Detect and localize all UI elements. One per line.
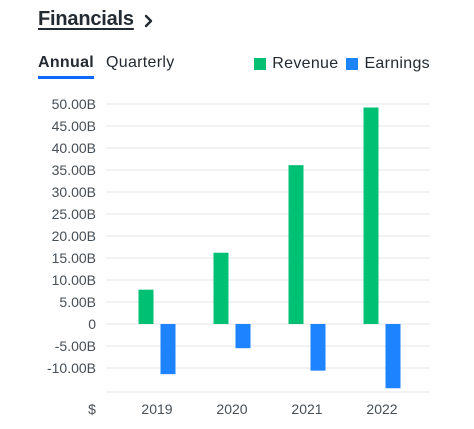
financials-header-link[interactable]: Financials	[38, 8, 156, 31]
chevron-right-icon	[144, 14, 153, 27]
legend-label-revenue: Revenue	[272, 55, 339, 72]
y-tick-label: 10.00B	[52, 272, 96, 288]
legend-item-revenue[interactable]: Revenue	[254, 55, 338, 73]
earnings-bar	[385, 324, 401, 389]
x-tick-label: 2021	[291, 401, 322, 417]
y-tick-label: -5.00B	[55, 338, 96, 354]
revenue-bar	[363, 107, 379, 325]
y-tick-label: 20.00B	[52, 228, 96, 244]
tab-quarterly[interactable]: Quarterly	[106, 54, 175, 71]
y-tick-label: 40.00B	[52, 140, 96, 156]
revenue-bar	[213, 252, 229, 324]
earnings-swatch	[346, 58, 359, 70]
x-tick-label: 2020	[216, 401, 247, 417]
earnings-bar	[235, 324, 251, 349]
legend-label-earnings: Earnings	[364, 55, 430, 72]
legend-item-earnings[interactable]: Earnings	[346, 55, 430, 73]
y-tick-label: 5.00B	[59, 294, 96, 310]
y-tick-label: 15.00B	[52, 250, 96, 266]
financials-title[interactable]: Financials	[38, 8, 134, 30]
y-tick-label: 0	[88, 316, 96, 332]
y-tick-label: 25.00B	[52, 206, 96, 222]
y-unit-label: $	[88, 401, 96, 417]
revenue-bar	[138, 289, 154, 324]
x-tick-label: 2019	[141, 401, 172, 417]
y-tick-label: 35.00B	[52, 162, 96, 178]
earnings-bar	[160, 324, 176, 375]
revenue-bar	[288, 165, 304, 324]
revenue-swatch	[254, 58, 267, 70]
y-tick-label: 45.00B	[52, 118, 96, 134]
period-tabs: Annual Quarterly	[38, 54, 187, 79]
y-tick-label: 50.00B	[52, 96, 96, 112]
x-tick-label: 2022	[366, 401, 397, 417]
tab-annual[interactable]: Annual	[38, 54, 95, 79]
earnings-bar	[310, 324, 326, 371]
y-tick-label: 30.00B	[52, 184, 96, 200]
y-tick-label: -10.00B	[47, 360, 96, 376]
chart-legend: Revenue Earnings	[246, 55, 430, 73]
